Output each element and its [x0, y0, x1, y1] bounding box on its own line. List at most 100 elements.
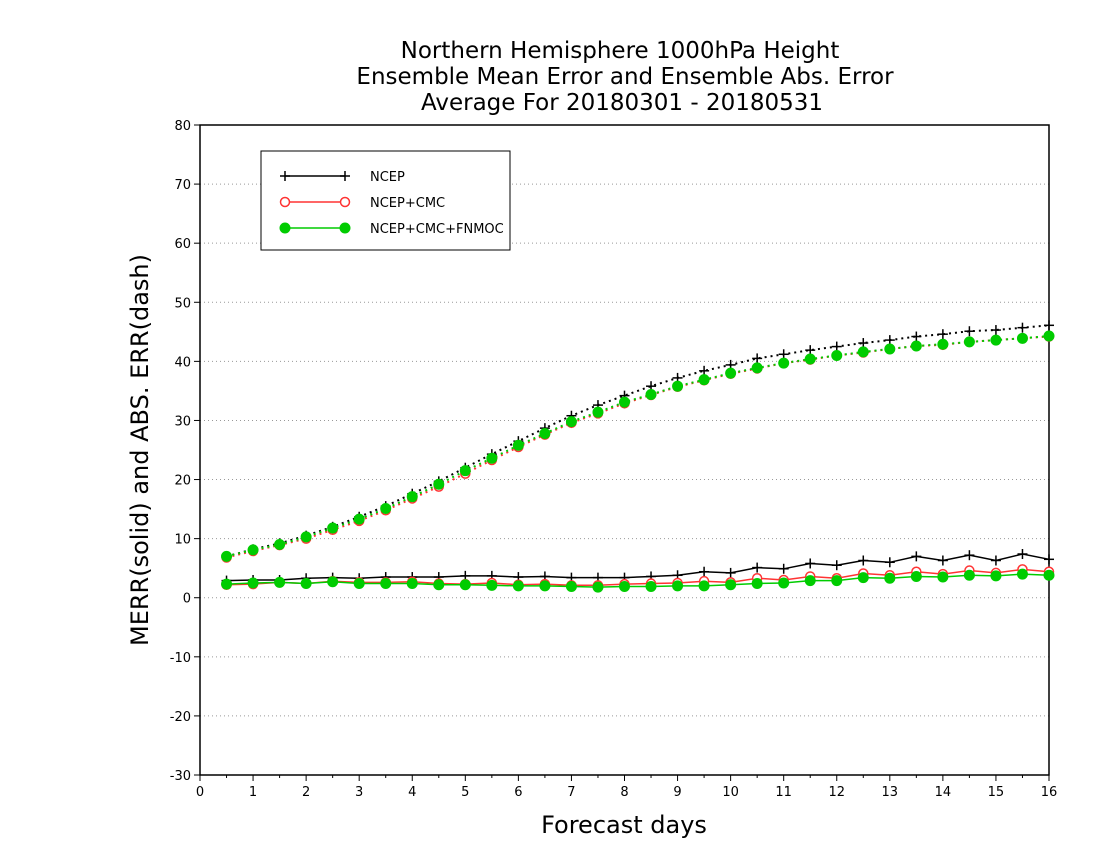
series-ncep-cmc-fnmoc-abs-err-point — [857, 346, 869, 358]
series-ncep-abs-err-point — [937, 329, 948, 340]
series-ncep-cmc-fnmoc-abs-err-point — [751, 362, 763, 374]
series-ncep-cmc-fnmoc-merr-point — [937, 571, 949, 583]
series-ncep-cmc-fnmoc-merr-point — [698, 580, 710, 592]
series-ncep-cmc-fnmoc-abs-err-point — [831, 349, 843, 361]
series-ncep-cmc-fnmoc — [221, 330, 1055, 593]
legend-marker — [339, 196, 351, 208]
series-ncep-merr-point — [884, 557, 895, 568]
x-tick-label: 2 — [302, 785, 310, 800]
series-ncep-cmc-fnmoc-abs-err-point — [937, 338, 949, 350]
series-ncep-merr-point — [831, 560, 842, 571]
y-tick-label: -20 — [170, 710, 191, 725]
legend-box — [260, 150, 511, 251]
series-ncep-cmc-fnmoc-merr-point — [512, 580, 524, 592]
series-ncep-cmc-fnmoc-abs-err-point — [698, 374, 710, 386]
series-ncep-merr-point — [937, 555, 948, 566]
series-ncep-cmc-fnmoc-merr-point — [778, 577, 790, 589]
x-tick-label: 11 — [775, 785, 792, 800]
series-ncep-cmc-fnmoc-abs-err-point — [486, 452, 498, 464]
series-ncep-cmc-fnmoc-abs-err-point — [645, 388, 657, 400]
series-ncep-cmc-fnmoc-abs-err-point — [990, 334, 1002, 346]
series-ncep-cmc-fnmoc-merr-point — [1016, 568, 1028, 580]
series-ncep-abs-err-point — [805, 345, 816, 356]
x-tick-label: 8 — [620, 785, 628, 800]
series — [221, 320, 1055, 593]
series-ncep-merr-point — [1044, 554, 1054, 565]
series-ncep-cmc-fnmoc-merr-point — [857, 572, 869, 584]
y-tick-label: 10 — [174, 533, 191, 548]
series-ncep-merr-point — [725, 567, 736, 578]
x-tick-label: 3 — [355, 785, 363, 800]
legend-label: NCEP+CMC — [370, 196, 445, 211]
y-tick-label: 60 — [174, 237, 191, 252]
legend: NCEP NCEP+CMC NCEP+CMC+FNMOC — [260, 150, 511, 251]
series-ncep-abs-err-point — [884, 335, 895, 346]
legend-item-ncep: NCEP — [280, 170, 405, 185]
x-tick-label: 12 — [828, 785, 845, 800]
series-ncep-cmc-fnmoc-merr-point — [539, 580, 551, 592]
series-ncep-merr-point — [752, 562, 763, 573]
series-ncep-cmc-fnmoc-abs-err-point — [459, 465, 471, 477]
series-ncep-merr-point — [1017, 549, 1028, 559]
legend-label: NCEP — [370, 170, 405, 185]
series-ncep-cmc-fnmoc-abs-err-point — [380, 503, 392, 514]
legend-item-ncep-cmc-fnmoc: NCEP+CMC+FNMOC — [279, 222, 504, 237]
series-ncep-cmc-fnmoc-abs-err-point — [778, 357, 790, 369]
series-ncep-cmc-fnmoc-merr-point — [619, 581, 630, 592]
x-tick-label: 9 — [673, 785, 681, 800]
series-ncep-abs-err-point — [990, 325, 1001, 336]
series-ncep-merr-point — [911, 551, 922, 562]
x-tick-label: 0 — [196, 785, 204, 800]
series-ncep-merr-point — [858, 555, 869, 566]
y-tick-label: -30 — [170, 769, 191, 784]
gridlines — [200, 183, 1049, 717]
series-ncep-cmc-fnmoc-abs-err-point — [910, 340, 922, 352]
x-tick-label: 6 — [514, 785, 522, 800]
series-ncep-cmc-fnmoc-abs-err-point — [804, 353, 816, 365]
series-ncep-abs-err-point — [911, 331, 922, 342]
series-ncep-cmc-fnmoc-abs-err-point — [672, 380, 684, 392]
series-ncep-cmc-fnmoc-abs-err-point — [884, 343, 896, 355]
series-ncep-cmc-fnmoc-merr-point — [672, 580, 684, 592]
series-ncep-cmc-fnmoc-abs-err-point — [619, 396, 630, 408]
series-ncep-merr-point — [699, 566, 710, 577]
y-axis-label: MERR(solid) and ABS. ERR(dash) — [126, 254, 154, 646]
y-tick-label: 80 — [174, 119, 191, 134]
series-ncep-cmc-fnmoc-merr-line — [226, 573, 1050, 588]
x-tick-label: 5 — [461, 785, 469, 800]
x-tick-label: 13 — [882, 785, 899, 800]
series-ncep-abs-err-point — [752, 353, 763, 364]
y-tick-label: 40 — [174, 355, 191, 370]
series-ncep-cmc-fnmoc-merr-point — [406, 578, 418, 590]
chart-title: Northern Hemisphere 1000hPa Height Ensem… — [356, 38, 894, 116]
y-tick-label: 50 — [174, 296, 191, 311]
series-ncep-cmc-fnmoc-abs-err-point — [353, 513, 365, 525]
x-tick-label: 15 — [988, 785, 1005, 800]
series-ncep-abs-err-line — [226, 324, 1050, 558]
series-ncep-cmc-fnmoc-merr-point — [592, 581, 604, 593]
legend-marker — [340, 171, 350, 181]
x-tick-label: 7 — [567, 785, 575, 800]
series-ncep-cmc-fnmoc-merr-point — [486, 579, 498, 591]
series-ncep-abs-err-point — [1017, 322, 1028, 333]
series-ncep-cmc-fnmoc-abs-err-point — [725, 367, 737, 379]
series-ncep-merr-point — [805, 558, 816, 569]
series-ncep-cmc-fnmoc-abs-err-point — [300, 531, 312, 543]
series-ncep-cmc-fnmoc-merr-point — [804, 575, 816, 587]
legend-item-ncep-cmc: NCEP+CMC — [279, 196, 445, 211]
series-ncep-cmc-fnmoc-abs-err-point — [512, 439, 524, 451]
series-ncep-cmc-fnmoc-merr-point — [884, 572, 896, 584]
legend-marker — [279, 196, 291, 208]
x-axis-label: Forecast days — [541, 811, 707, 839]
y-tick-label: -10 — [170, 651, 191, 666]
y-tick-label: 0 — [183, 592, 191, 607]
series-ncep-cmc-fnmoc-abs-err-point — [406, 491, 418, 503]
x-tick-label: 1 — [249, 785, 257, 800]
series-ncep-abs-err-point — [1044, 320, 1054, 331]
series-ncep-merr-point — [964, 550, 975, 561]
series-ncep-cmc-fnmoc-merr-point — [353, 578, 365, 590]
series-ncep-cmc-fnmoc-merr-point — [645, 581, 657, 592]
series-ncep-abs-err-point — [964, 326, 975, 337]
